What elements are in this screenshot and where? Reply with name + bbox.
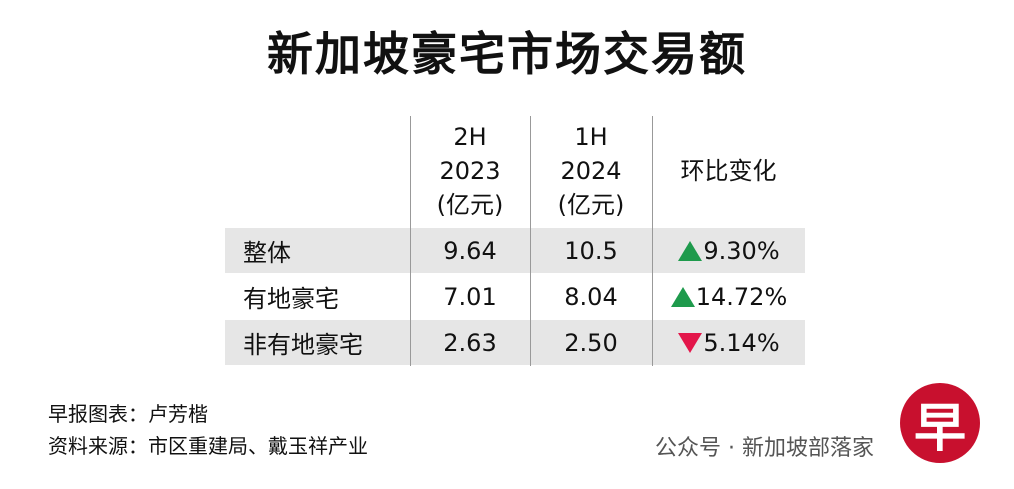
header-line: 2023 bbox=[439, 157, 501, 185]
source: 资料来源：市区重建局、戴玉祥产业 bbox=[48, 434, 368, 458]
header-line: 2024 bbox=[560, 157, 622, 185]
header-line: (亿元) bbox=[436, 191, 504, 219]
row-label: 有地豪宅 bbox=[243, 285, 339, 313]
credit: 早报图表：卢芳楷 bbox=[48, 402, 208, 426]
row-band bbox=[225, 320, 805, 365]
header-cell: 环比变化 bbox=[652, 116, 805, 226]
trend-triangle bbox=[670, 286, 695, 307]
header-line: 1H bbox=[574, 123, 608, 151]
watermark: 公众号 · 新加坡部落家 bbox=[655, 436, 874, 461]
column-divider bbox=[652, 116, 653, 366]
column-divider bbox=[530, 116, 531, 366]
header-cell: 2H 2023 (亿元) bbox=[410, 116, 530, 226]
logo: 早 bbox=[900, 383, 980, 463]
trend-arrow bbox=[670, 286, 695, 307]
value-cell: 7.01 bbox=[443, 282, 497, 311]
row-label: 整体 bbox=[243, 239, 291, 267]
value-cell: 8.04 bbox=[564, 282, 618, 311]
trend-triangle bbox=[678, 240, 703, 261]
change-value: 9.30% bbox=[703, 236, 780, 265]
row-label: 非有地豪宅 bbox=[243, 331, 363, 359]
change-cell: 5.14% bbox=[652, 320, 805, 365]
header-line: 2H bbox=[453, 123, 487, 151]
value-cell: 2.50 bbox=[564, 328, 618, 357]
change-cell: 9.30% bbox=[652, 228, 805, 273]
title: 新加坡豪宅市场交易额 bbox=[267, 27, 747, 81]
header-line: (亿元) bbox=[557, 191, 625, 219]
header-cell bbox=[225, 116, 410, 226]
trend-triangle bbox=[678, 332, 703, 353]
change-cell: 14.72% bbox=[652, 274, 805, 319]
change-value: 14.72% bbox=[695, 282, 788, 311]
row-band bbox=[225, 228, 805, 273]
change-value: 5.14% bbox=[703, 328, 780, 357]
column-divider bbox=[410, 116, 411, 366]
header-line: 环比变化 bbox=[680, 157, 777, 185]
trend-arrow bbox=[678, 240, 703, 261]
header-cell: 1H 2024 (亿元) bbox=[530, 116, 652, 226]
trend-arrow bbox=[678, 332, 703, 353]
value-cell: 9.64 bbox=[443, 236, 497, 265]
value-cell: 10.5 bbox=[564, 236, 618, 265]
value-cell: 2.63 bbox=[443, 328, 497, 357]
